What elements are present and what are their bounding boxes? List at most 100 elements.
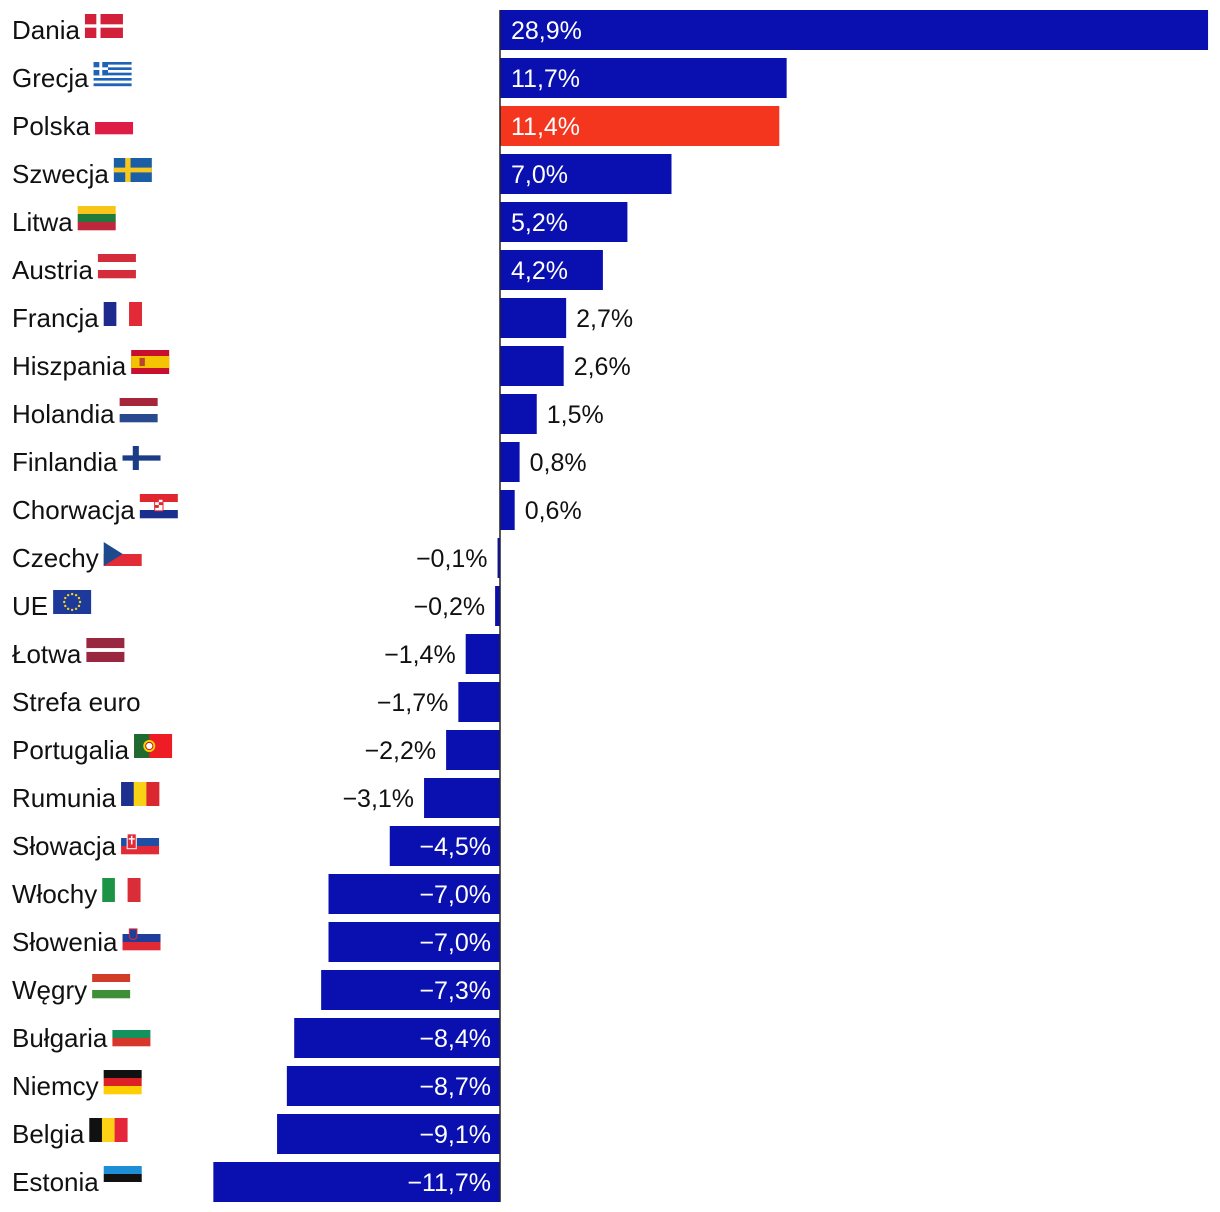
value-label-11: 0,6% [525, 497, 582, 525]
bar-11 [500, 490, 515, 530]
bar-17 [424, 778, 500, 818]
czechia-flag-icon [103, 542, 142, 566]
value-label-25: −11,7% [407, 1169, 491, 1197]
germany-flag-icon [103, 1070, 142, 1095]
bar-24 [277, 1114, 500, 1154]
greece-flag-icon [93, 62, 132, 87]
value-label-9: 1,5% [547, 401, 604, 429]
bar-19 [328, 874, 500, 914]
bar-21 [321, 970, 500, 1010]
category-label-13: UE [12, 591, 48, 621]
bar-2 [500, 58, 787, 98]
value-label-19: −7,0% [419, 881, 491, 909]
bar-23 [286, 1066, 500, 1106]
bar-9 [500, 394, 537, 434]
finland-flag-icon [122, 446, 161, 470]
value-label-16: −2,2% [365, 737, 437, 765]
bar-5 [500, 202, 628, 242]
value-label-6: 4,2% [511, 257, 568, 285]
category-label-6: Austria [12, 255, 93, 285]
bar-20 [328, 922, 500, 962]
category-label-8: Hiszpania [12, 351, 127, 381]
category-label-21: Węgry [12, 975, 87, 1005]
bar-7 [500, 298, 567, 338]
value-label-3: 11,4% [511, 113, 580, 141]
spain-flag-icon [131, 350, 170, 374]
bar-8 [500, 346, 564, 386]
category-label-2: Grecja [12, 63, 89, 93]
netherlands-flag-icon [119, 398, 158, 423]
hungary-flag-icon [92, 974, 131, 999]
value-label-2: 11,7% [511, 65, 580, 93]
category-label-19: Włochy [12, 879, 97, 909]
category-label-23: Niemcy [12, 1071, 99, 1101]
category-label-11: Chorwacja [12, 495, 135, 525]
sweden-flag-icon [113, 158, 152, 182]
value-label-22: −8,4% [419, 1025, 491, 1053]
lithuania-flag-icon [77, 206, 116, 231]
category-label-4: Szwecja [12, 159, 109, 189]
bar-25 [213, 1162, 500, 1202]
latvia-flag-icon [86, 638, 125, 662]
bar-4 [500, 154, 672, 194]
value-label-7: 2,7% [576, 305, 633, 333]
bar-15 [458, 682, 500, 722]
bar-1 [500, 10, 1209, 50]
category-label-5: Litwa [12, 207, 73, 237]
category-label-1: Dania [12, 15, 80, 45]
denmark-flag-icon [84, 14, 123, 38]
value-label-18: −4,5% [419, 833, 491, 861]
bar-16 [446, 730, 500, 770]
value-label-20: −7,0% [419, 929, 491, 957]
estonia-flag-icon [103, 1166, 142, 1191]
bar-10 [500, 442, 520, 482]
croatia-flag-icon [139, 494, 178, 519]
portugal-flag-icon [134, 734, 173, 758]
slovenia-flag-icon [122, 926, 161, 951]
value-label-5: 5,2% [511, 209, 568, 237]
category-label-12: Czechy [12, 543, 99, 573]
category-label-17: Rumunia [12, 783, 117, 813]
category-label-22: Bułgaria [12, 1023, 108, 1053]
category-label-7: Francja [12, 303, 99, 333]
value-label-10: 0,8% [530, 449, 587, 477]
belgium-flag-icon [89, 1118, 128, 1142]
bar-12 [497, 538, 500, 578]
category-label-10: Finlandia [12, 447, 118, 477]
value-label-1: 28,9% [511, 17, 582, 45]
category-label-14: Łotwa [12, 639, 82, 669]
slovakia-flag-icon [121, 830, 160, 855]
category-label-9: Holandia [12, 399, 115, 429]
category-label-25: Estonia [12, 1167, 99, 1197]
value-label-23: −8,7% [419, 1073, 491, 1101]
category-label-3: Polska [12, 111, 91, 141]
value-label-21: −7,3% [419, 977, 491, 1005]
eu-flag-icon [53, 590, 92, 614]
value-label-24: −9,1% [419, 1121, 491, 1149]
value-label-14: −1,4% [384, 641, 456, 669]
value-label-13: −0,2% [414, 593, 486, 621]
value-label-15: −1,7% [377, 689, 449, 717]
category-label-20: Słowenia [12, 927, 118, 957]
austria-flag-icon [97, 254, 136, 279]
category-label-16: Portugalia [12, 735, 130, 765]
bar-6 [500, 250, 603, 290]
category-label-18: Słowacja [12, 831, 117, 861]
bar-22 [294, 1018, 500, 1058]
bulgaria-flag-icon [112, 1022, 151, 1047]
value-label-4: 7,0% [511, 161, 568, 189]
poland-flag-icon [95, 122, 134, 135]
category-label-24: Belgia [12, 1119, 85, 1149]
france-flag-icon [103, 302, 143, 326]
value-label-12: −0,1% [416, 545, 488, 573]
italy-flag-icon [102, 878, 141, 902]
romania-flag-icon [121, 782, 160, 806]
bar-18 [389, 826, 500, 866]
value-label-17: −3,1% [342, 785, 414, 813]
category-label-15: Strefa euro [12, 687, 141, 717]
value-label-8: 2,6% [574, 353, 631, 381]
bar-14 [465, 634, 500, 674]
bar-13 [495, 586, 500, 626]
bar-3 [500, 106, 780, 146]
